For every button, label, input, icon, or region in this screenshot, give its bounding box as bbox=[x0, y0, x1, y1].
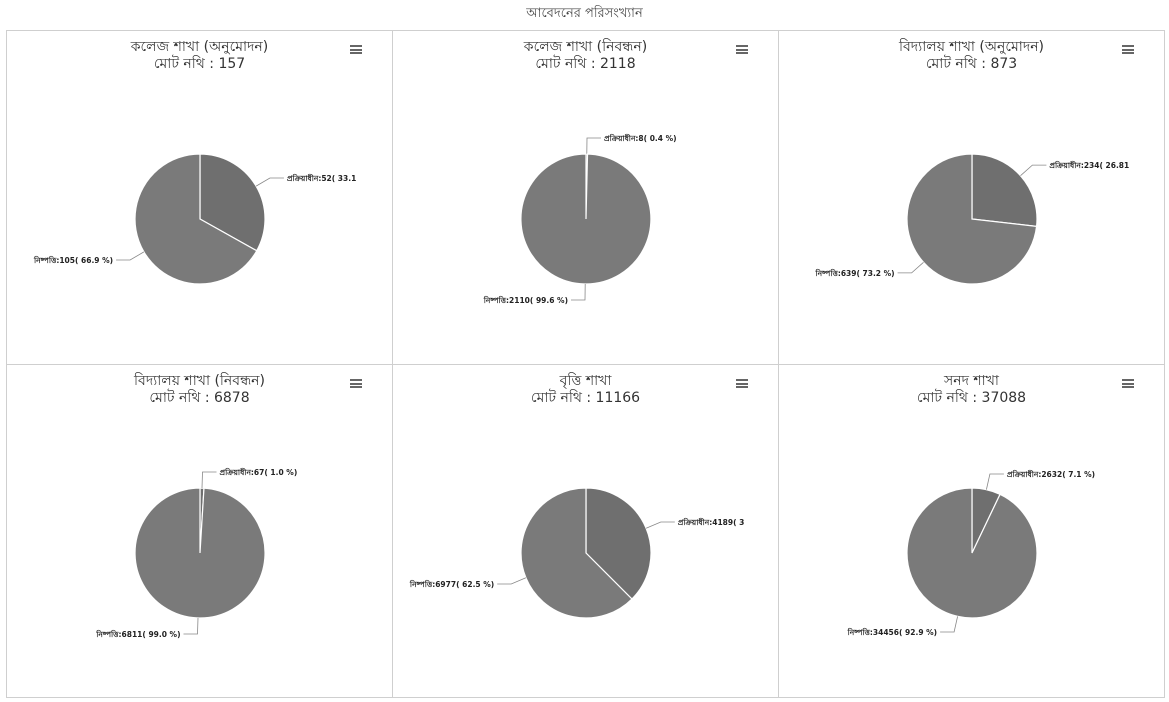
chart-title: সনদ শাখা bbox=[943, 373, 999, 389]
chart-subtitle: মোট নথি : 6878 bbox=[149, 390, 250, 406]
data-label: প্রক্রিয়াধীন:8( 0.4 %) bbox=[604, 132, 677, 143]
data-label: নিষ্পত্তি:34456( 92.9 %) bbox=[847, 627, 937, 637]
chart-title: বিদ্যালয় শাখা (নিবন্ধন) bbox=[134, 373, 265, 389]
hamburger-menu-icon[interactable] bbox=[1122, 379, 1134, 388]
pie-chart: প্রক্রিয়াধীন:8( 0.4 %) নিষ্পত্তি:2110( 9… bbox=[483, 132, 677, 305]
leader-line bbox=[116, 251, 145, 261]
chart-title: কলেজ শাখা (অনুমোদন) bbox=[130, 39, 269, 55]
pie-slice[interactable] bbox=[906, 153, 1038, 285]
data-label: নিষ্পত্তি:105( 66.9 %) bbox=[33, 255, 113, 265]
chart-subtitle: মোট নথি : 11166 bbox=[530, 390, 641, 406]
hamburger-menu-icon[interactable] bbox=[736, 379, 748, 388]
hamburger-menu-icon[interactable] bbox=[736, 45, 748, 54]
leader-line bbox=[897, 262, 924, 274]
leader-line bbox=[183, 617, 199, 635]
leader-line bbox=[497, 577, 527, 585]
leader-line bbox=[1020, 164, 1047, 176]
pie-slice[interactable] bbox=[585, 487, 652, 600]
page-title: আবেদনের পরিসংখ্যান bbox=[526, 6, 643, 21]
hamburger-menu-icon[interactable] bbox=[350, 45, 362, 54]
hamburger-menu-icon[interactable] bbox=[1122, 45, 1134, 54]
chart-panel-certificate: সনদ শাখা মোট নথি : 37088 প্রক্রিয়াধীন:2… bbox=[779, 365, 1164, 697]
chart-title: বিদ্যালয় শাখা (অনুমোদন) bbox=[898, 39, 1045, 55]
chart-panel-school-approval: বিদ্যালয় শাখা (অনুমোদন) মোট নথি : 873 প… bbox=[779, 31, 1164, 365]
pie-slice[interactable] bbox=[906, 487, 1038, 619]
leader-line bbox=[645, 521, 675, 529]
pie-slice[interactable] bbox=[134, 487, 266, 619]
pie-chart: প্রক্রিয়াধীন:2632( 7.1 %) নিষ্পত্তি:3445… bbox=[847, 468, 1095, 637]
chart-title: কলেজ শাখা (নিবন্ধন) bbox=[523, 39, 648, 55]
data-label: প্রক্রিয়াধীন:52( 33.1 bbox=[287, 172, 356, 183]
chart-subtitle: মোট নথি : 37088 bbox=[916, 390, 1027, 406]
leader-line bbox=[986, 473, 1004, 490]
data-label: প্রক্রিয়াধীন:234( 26.81 bbox=[1049, 159, 1129, 170]
pie-chart: প্রক্রিয়াধীন:52( 33.1 নিষ্পত্তি:105( 66.… bbox=[33, 153, 356, 285]
leader-line bbox=[586, 137, 601, 155]
pie-slice[interactable] bbox=[520, 487, 633, 619]
data-label: প্রক্রিয়াধীন:2632( 7.1 %) bbox=[1007, 468, 1095, 479]
chart-subtitle: মোট নথি : 2118 bbox=[535, 56, 636, 72]
pie-slice[interactable] bbox=[971, 153, 1038, 228]
chart-panel-school-registration: বিদ্যালয় শাখা (নিবন্ধন) মোট নথি : 6878 … bbox=[7, 365, 393, 697]
data-label: নিষ্পত্তি:2110( 99.6 %) bbox=[483, 295, 568, 305]
pie-slice[interactable] bbox=[199, 153, 266, 252]
pie-chart: প্রক্রিয়াধীন:234( 26.81 নিষ্পত্তি:639( 7… bbox=[815, 153, 1129, 285]
data-label: নিষ্পত্তি:6811( 99.0 %) bbox=[95, 629, 180, 639]
leader-line bbox=[940, 616, 958, 633]
chart-subtitle: মোট নথি : 157 bbox=[153, 56, 246, 72]
chart-panel-college-approval: কলেজ শাখা (অনুমোদন) মোট নথি : 157 প্রক্র… bbox=[7, 31, 393, 365]
data-label: নিষ্পত্তি:639( 73.2 %) bbox=[815, 268, 895, 278]
data-label: প্রক্রিয়াধীন:4189( 3 bbox=[678, 516, 745, 527]
hamburger-menu-icon[interactable] bbox=[350, 379, 362, 388]
pie-slice[interactable] bbox=[520, 153, 652, 285]
pie-chart: প্রক্রিয়াধীন:67( 1.0 %) নিষ্পত্তি:6811( … bbox=[95, 466, 298, 639]
charts-grid: কলেজ শাখা (অনুমোদন) মোট নথি : 157 প্রক্র… bbox=[6, 30, 1165, 698]
data-label: প্রক্রিয়াধীন:67( 1.0 %) bbox=[220, 466, 298, 477]
leader-line bbox=[201, 471, 217, 489]
chart-subtitle: মোট নথি : 873 bbox=[925, 56, 1018, 72]
chart-title: বৃত্তি শাখা bbox=[559, 373, 612, 389]
pie-slice[interactable] bbox=[134, 153, 258, 285]
pie-chart: প্রক্রিয়াধীন:4189( 3 নিষ্পত্তি:6977( 62.… bbox=[409, 487, 745, 619]
leader-line bbox=[255, 177, 284, 187]
chart-panel-scholarship: বৃত্তি শাখা মোট নথি : 11166 প্রক্রিয়াধী… bbox=[393, 365, 779, 697]
leader-line bbox=[571, 283, 586, 301]
chart-panel-college-registration: কলেজ শাখা (নিবন্ধন) মোট নথি : 2118 প্রক্… bbox=[393, 31, 779, 365]
data-label: নিষ্পত্তি:6977( 62.5 %) bbox=[409, 579, 494, 589]
